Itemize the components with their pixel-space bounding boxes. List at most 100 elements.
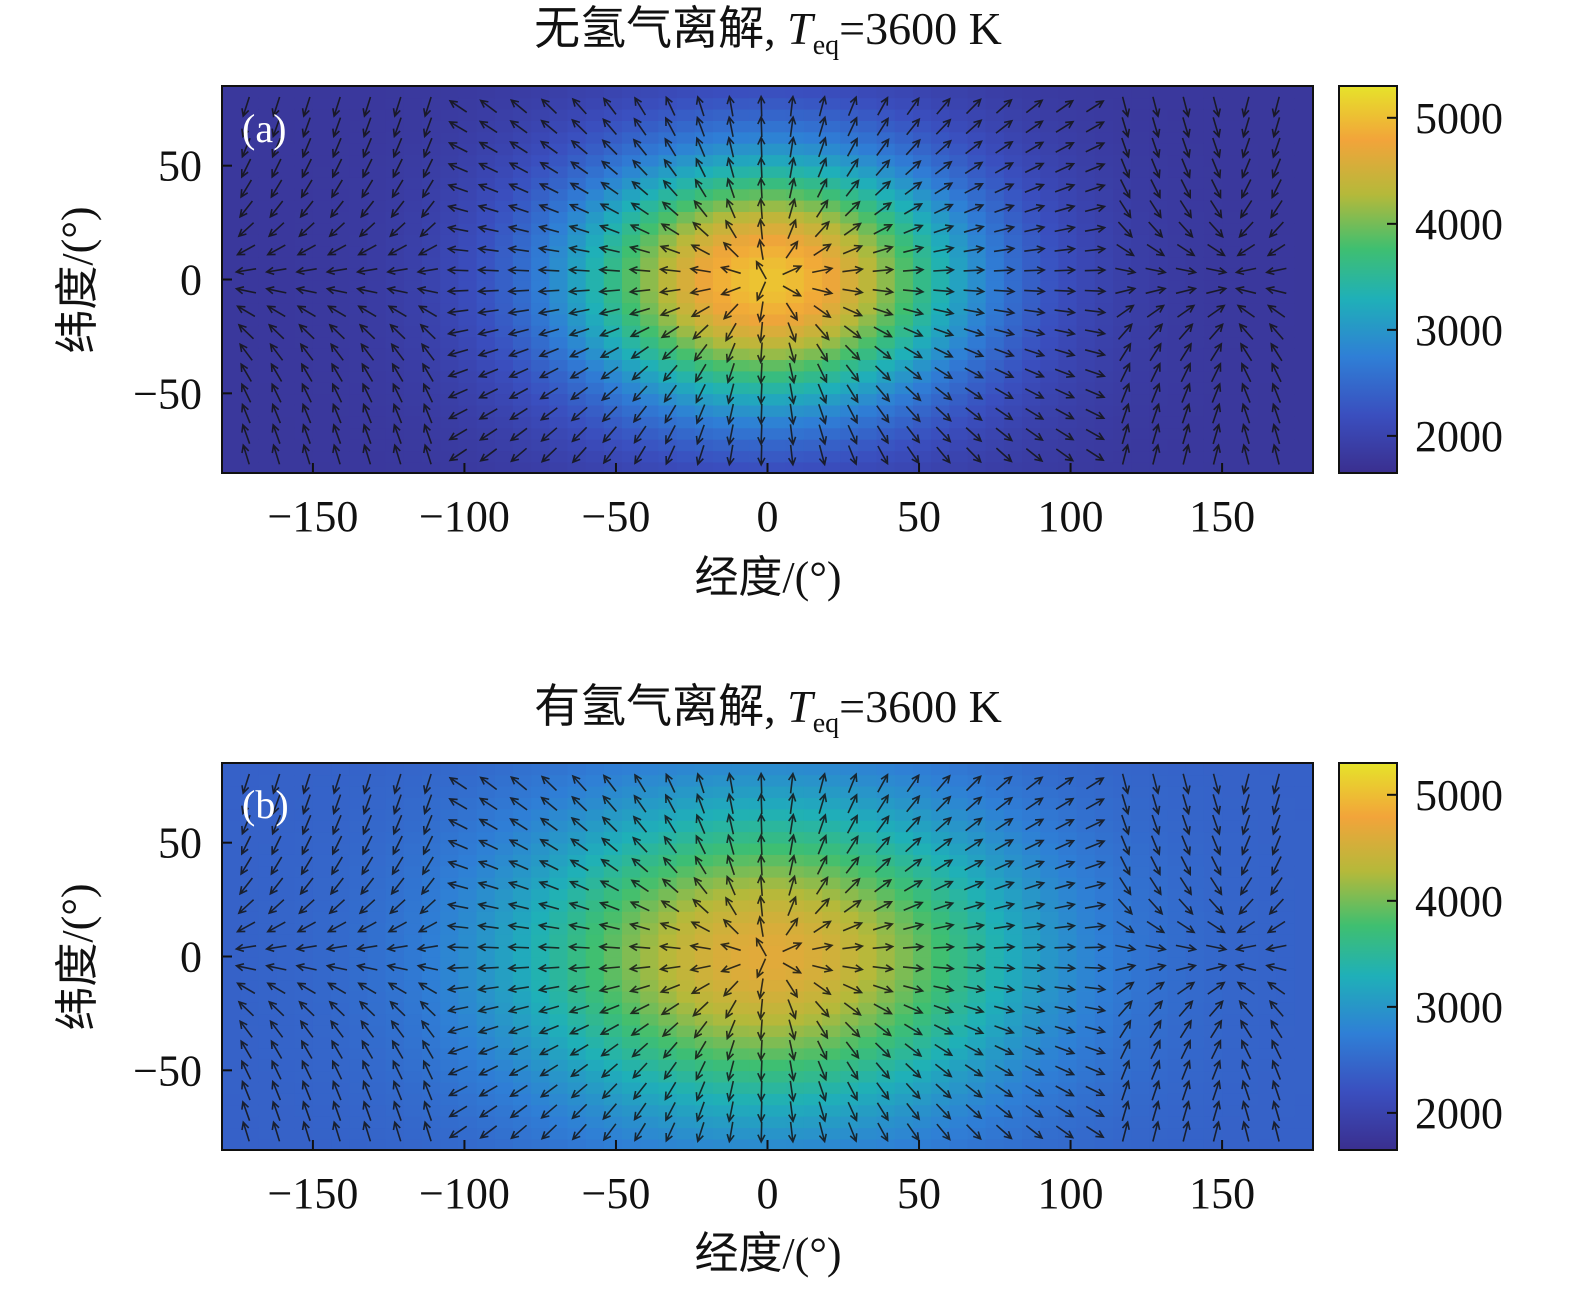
heatmap-cell: [403, 290, 423, 304]
heatmap-cell: [512, 290, 532, 304]
heatmap-cell: [1040, 990, 1060, 1003]
wind-arrow: [269, 200, 284, 219]
heatmap-cell: [1222, 979, 1242, 992]
heatmap-cell: [367, 774, 387, 787]
heatmap-cell: [858, 450, 878, 463]
heatmap-cell: [385, 404, 405, 417]
heatmap-cell: [985, 177, 1005, 190]
heatmap-cell: [458, 177, 478, 190]
heatmap-cell: [1003, 234, 1023, 247]
heatmap-cell: [822, 899, 842, 912]
wind-arrow: [994, 348, 1015, 358]
heatmap-cell: [240, 290, 260, 304]
heatmap-cell: [1240, 313, 1260, 326]
heatmap-cell: [1276, 888, 1296, 901]
wind-arrow: [422, 382, 434, 403]
heatmap-cell: [858, 808, 878, 821]
wind-arrow: [387, 305, 407, 318]
heatmap-cell: [894, 461, 914, 474]
heatmap-cell: [1094, 763, 1114, 776]
wind-arrow: [695, 115, 706, 137]
wind-arrow: [873, 223, 894, 235]
heatmap-cell: [1040, 302, 1060, 315]
wind-arrow: [935, 426, 952, 443]
heatmap-cell: [713, 1104, 732, 1117]
heatmap-cell: [494, 256, 514, 269]
heatmap-cell: [258, 222, 278, 235]
heatmap-cell: [1222, 188, 1242, 201]
heatmap-cell: [240, 911, 260, 924]
wind-arrow: [599, 346, 620, 359]
heatmap-cell: [894, 325, 914, 338]
wind-arrow: [902, 265, 925, 275]
heatmap-cell: [385, 979, 405, 992]
heatmap-cell: [312, 1093, 332, 1106]
heatmap-cell: [258, 313, 278, 326]
heatmap-cell: [658, 97, 678, 110]
heatmap-cell: [913, 1081, 932, 1094]
heatmap-cell: [949, 1104, 969, 1117]
heatmap-cell: [822, 313, 842, 326]
wind-arrow: [1024, 245, 1046, 254]
heatmap-cell: [1294, 450, 1314, 463]
wind-arrow: [658, 287, 681, 296]
heatmap-cell: [985, 1013, 1005, 1026]
wind-arrow: [1241, 158, 1251, 179]
heatmap-cell: [312, 933, 332, 946]
heatmap-cell: [312, 1058, 332, 1072]
heatmap-cell: [476, 990, 496, 1003]
wind-arrow: [508, 183, 529, 194]
wind-arrow: [1239, 200, 1253, 219]
wind-arrow: [1152, 443, 1161, 465]
heatmap-cell: [967, 911, 987, 924]
heatmap-cell: [949, 1013, 969, 1026]
heatmap-cell: [385, 234, 405, 247]
heatmap-cell: [731, 177, 751, 190]
heatmap-cell: [967, 188, 987, 201]
heatmap-cell: [1076, 188, 1096, 201]
heatmap-cell: [767, 302, 787, 315]
wind-arrow: [446, 204, 469, 213]
heatmap-cell: [1076, 808, 1096, 821]
heatmap-cell: [403, 199, 423, 212]
heatmap-cell: [767, 154, 787, 167]
heatmap-cell: [1094, 1058, 1114, 1072]
heatmap-cell: [949, 234, 969, 247]
heatmap-cell: [222, 256, 241, 269]
wind-arrow: [757, 115, 766, 138]
heatmap-cell: [276, 211, 296, 224]
heatmap-cell: [1185, 933, 1205, 946]
heatmap-cell: [1276, 336, 1296, 349]
heatmap-cell: [312, 393, 332, 406]
heatmap-cell: [549, 120, 569, 133]
heatmap-cell: [1203, 234, 1223, 247]
wind-arrow: [695, 383, 706, 404]
heatmap-cell: [1003, 842, 1023, 855]
heatmap-cell: [894, 86, 914, 99]
heatmap-cell: [403, 427, 423, 440]
heatmap-cell: [222, 222, 241, 235]
panel-a-label: (a): [242, 106, 286, 151]
heatmap-cell: [1058, 131, 1078, 144]
heatmap-cell: [331, 763, 351, 776]
wind-arrow: [1084, 224, 1107, 233]
heatmap-cell: [1113, 120, 1132, 133]
heatmap-cell: [494, 97, 514, 110]
heatmap-cell: [403, 933, 423, 946]
wind-arrow: [756, 342, 766, 365]
heatmap-cell: [512, 967, 532, 981]
heatmap-cell: [458, 416, 478, 429]
heatmap-cell: [858, 279, 878, 292]
wind-arrow: [326, 244, 347, 256]
heatmap-cell: [1040, 1058, 1060, 1072]
heatmap-cell: [1240, 86, 1260, 99]
heatmap-cell: [276, 1115, 296, 1129]
heatmap-cell: [767, 359, 787, 372]
heatmap-cell: [894, 120, 914, 133]
heatmap-cell: [1294, 1104, 1314, 1117]
heatmap-cell: [676, 347, 696, 360]
wind-arrow: [1024, 162, 1045, 174]
heatmap-cell: [858, 797, 878, 810]
heatmap-cell: [458, 325, 478, 338]
heatmap-cell: [1058, 1013, 1078, 1026]
